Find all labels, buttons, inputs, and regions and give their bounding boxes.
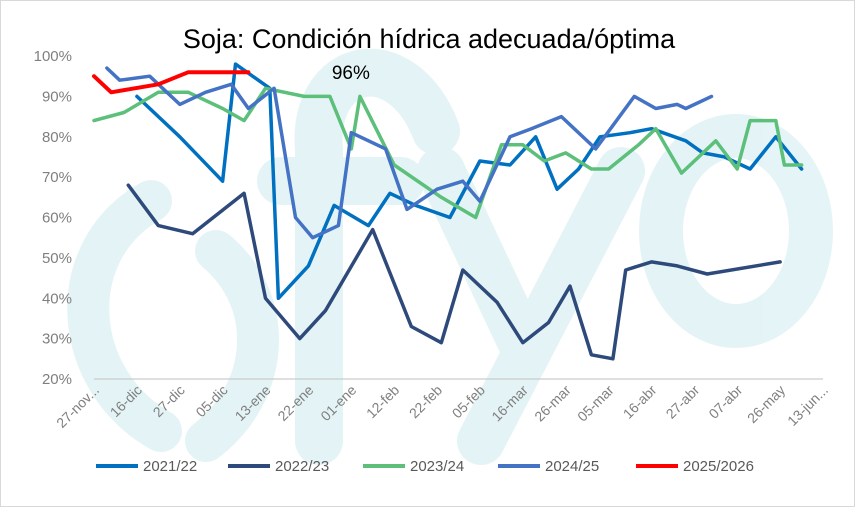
y-tick-label: 20% [42, 371, 72, 388]
x-tick-label: 26-may [744, 382, 788, 426]
series-line-2022-23 [126, 183, 782, 361]
annotation-label: 96% [332, 63, 370, 84]
series-line-2023-24 [92, 86, 804, 220]
x-tick-label: 27-nov... [53, 382, 102, 431]
x-tick-label: 16-abr [620, 382, 660, 422]
legend-label: 2025/2026 [683, 458, 754, 475]
legend-label: 2021/22 [143, 458, 197, 475]
y-tick-label: 90% [42, 88, 72, 105]
chart-title: Soja: Condición hídrica adecuada/óptima [183, 24, 676, 54]
watermark-o [639, 114, 833, 348]
y-tick-label: 100% [34, 48, 72, 65]
x-tick-label: 12-feb [363, 382, 403, 422]
annotations: 96% [332, 63, 370, 84]
y-tick-labels: 20% 30% 40% 50% 60% 70% 80% 90% 100% [34, 48, 72, 388]
watermark-f [257, 48, 460, 465]
series-line-2025-2026 [92, 70, 251, 95]
series-lines [92, 62, 804, 361]
y-tick-label: 30% [42, 331, 72, 348]
legend-label: 2022/23 [275, 458, 329, 475]
legend-label: 2024/25 [545, 458, 599, 475]
y-tick-label: 40% [42, 290, 72, 307]
legend: 2021/22 2022/23 2023/24 2024/25 2025/2026 [96, 458, 754, 475]
y-tick-label: 80% [42, 129, 72, 146]
x-tick-label: 13-jun... [784, 382, 831, 429]
x-tick-label: 05-mar [574, 382, 617, 425]
watermark-paren-right [185, 230, 279, 462]
watermark-paren-left [67, 180, 182, 452]
fyo-watermark [67, 48, 833, 465]
y-tick-label: 70% [42, 169, 72, 186]
series-line-2024-25 [105, 66, 714, 240]
x-tick-label: 26-mar [531, 382, 574, 425]
x-tick-label: 07-abr [705, 382, 745, 422]
x-tick-label: 22-feb [406, 382, 446, 422]
y-tick-label: 60% [42, 210, 72, 227]
watermark-y [417, 147, 645, 465]
legend-label: 2023/24 [410, 458, 464, 475]
y-tick-label: 50% [42, 250, 72, 267]
x-tick-label: 27-abr [663, 382, 703, 422]
